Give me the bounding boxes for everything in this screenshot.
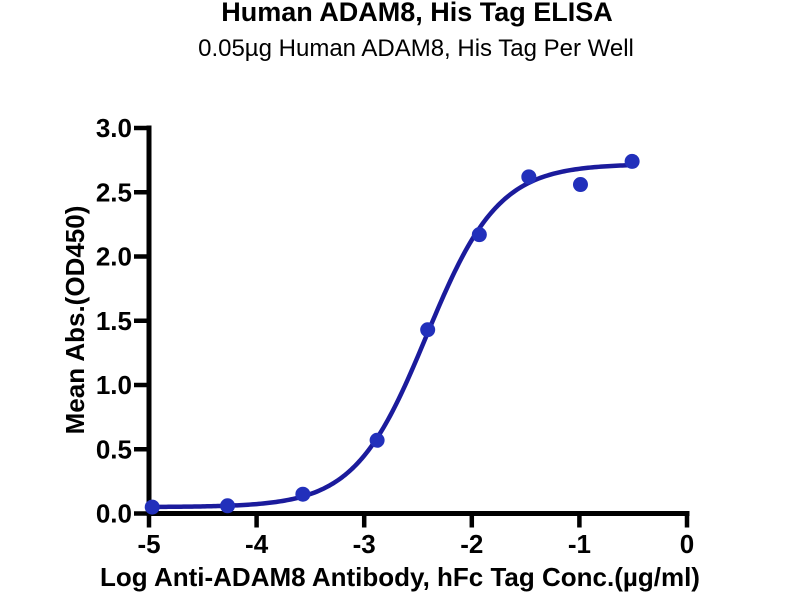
x-tick-label: -1 [568, 529, 591, 559]
chart-title: Human ADAM8, His Tag ELISA [221, 0, 613, 27]
data-point [521, 169, 537, 185]
data-point [572, 177, 588, 193]
data-point [369, 432, 385, 448]
data-point [420, 322, 436, 338]
y-tick-label: 1.0 [96, 370, 132, 400]
chart-subtitle: 0.05µg Human ADAM8, His Tag Per Well [198, 35, 634, 62]
data-point [144, 499, 160, 515]
y-tick-label: 0.0 [96, 499, 132, 529]
y-tick-label: 2.0 [96, 242, 132, 272]
data-point-layer [144, 153, 640, 515]
y-tick-label: 1.5 [96, 306, 132, 336]
data-point [220, 498, 236, 514]
y-tick-label: 2.5 [96, 177, 132, 207]
y-tick-label: 0.5 [96, 434, 132, 464]
fit-curve [146, 162, 636, 510]
tick-labels: -5 -4 -3 -2 -1 0 0.0 0.5 1.0 1.5 2.0 2.5 3.0 [96, 113, 694, 559]
data-point [471, 227, 487, 243]
axes [146, 125, 690, 516]
tick-marks [134, 125, 690, 528]
x-axis-label: Log Anti-ADAM8 Antibody, hFc Tag Conc.(µ… [100, 562, 700, 592]
y-tick-label: 3.0 [96, 113, 132, 143]
fit-curve-layer [146, 162, 636, 510]
y-axis-label: Mean Abs.(OD450) [60, 206, 90, 435]
x-tick-label: -2 [460, 529, 483, 559]
x-tick-label: -4 [245, 529, 269, 559]
x-tick-label: 0 [680, 529, 694, 559]
x-tick-label: -3 [353, 529, 376, 559]
data-point [624, 153, 640, 169]
data-point [295, 486, 311, 502]
x-tick-label: -5 [137, 529, 160, 559]
